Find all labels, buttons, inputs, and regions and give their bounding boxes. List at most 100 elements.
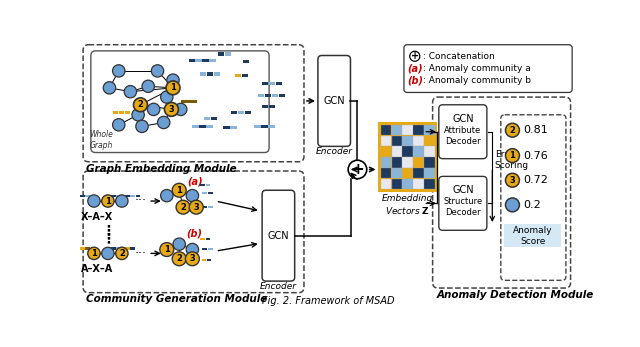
- Text: 0.81: 0.81: [524, 125, 548, 135]
- Bar: [125, 247, 129, 249]
- Bar: [204, 117, 210, 120]
- Bar: [381, 168, 391, 178]
- Bar: [424, 168, 435, 178]
- Circle shape: [132, 109, 145, 121]
- Bar: [131, 195, 135, 197]
- Text: Structure
Decoder: Structure Decoder: [444, 197, 483, 217]
- Circle shape: [124, 85, 136, 98]
- Bar: [218, 52, 224, 56]
- Bar: [207, 73, 213, 76]
- Bar: [200, 184, 205, 186]
- FancyBboxPatch shape: [318, 56, 351, 146]
- Bar: [269, 82, 275, 85]
- Text: +: +: [351, 162, 364, 177]
- Circle shape: [113, 65, 125, 77]
- Bar: [199, 125, 205, 128]
- Circle shape: [161, 189, 173, 202]
- Bar: [131, 247, 135, 249]
- Circle shape: [160, 243, 174, 256]
- Bar: [202, 192, 207, 194]
- Bar: [413, 168, 424, 178]
- Bar: [504, 224, 561, 247]
- Bar: [195, 59, 202, 62]
- Bar: [381, 157, 391, 168]
- Text: ⋮: ⋮: [101, 223, 115, 237]
- Bar: [413, 179, 424, 189]
- Circle shape: [134, 98, 147, 112]
- Text: 3: 3: [189, 254, 195, 263]
- Bar: [403, 157, 413, 168]
- Circle shape: [116, 195, 128, 207]
- Bar: [231, 111, 237, 114]
- Bar: [208, 248, 212, 250]
- Bar: [403, 168, 413, 178]
- Bar: [276, 82, 282, 85]
- Bar: [207, 259, 211, 261]
- Text: 2: 2: [138, 100, 143, 109]
- Text: A–X–A: A–X–A: [81, 264, 113, 274]
- Circle shape: [157, 116, 170, 129]
- Text: 2: 2: [509, 126, 515, 135]
- Bar: [378, 122, 437, 192]
- Text: 3: 3: [193, 203, 199, 212]
- Text: 1: 1: [170, 83, 176, 92]
- Bar: [211, 117, 217, 120]
- Circle shape: [189, 200, 204, 214]
- Circle shape: [102, 247, 114, 260]
- Circle shape: [506, 198, 520, 212]
- Bar: [262, 82, 268, 85]
- Bar: [381, 179, 391, 189]
- Bar: [208, 192, 212, 194]
- Text: ···: ···: [134, 247, 147, 260]
- Bar: [262, 105, 268, 108]
- Bar: [245, 111, 252, 114]
- Bar: [119, 111, 124, 113]
- Text: Embedding
Vectors $\mathbf{Z}$: Embedding Vectors $\mathbf{Z}$: [382, 194, 433, 216]
- Text: 2: 2: [119, 249, 125, 258]
- Bar: [413, 146, 424, 157]
- Circle shape: [186, 243, 198, 256]
- Bar: [392, 136, 402, 146]
- Bar: [403, 146, 413, 157]
- Circle shape: [186, 252, 199, 266]
- Circle shape: [410, 51, 420, 61]
- FancyBboxPatch shape: [439, 105, 487, 159]
- Bar: [80, 247, 84, 249]
- Circle shape: [173, 238, 186, 250]
- Circle shape: [103, 82, 116, 94]
- Bar: [424, 179, 435, 189]
- Bar: [80, 195, 84, 197]
- Bar: [392, 168, 402, 178]
- Bar: [413, 136, 424, 146]
- Bar: [206, 125, 212, 128]
- Text: ···: ···: [134, 195, 147, 208]
- Text: Whole
Graph: Whole Graph: [90, 130, 114, 150]
- Bar: [403, 125, 413, 135]
- Bar: [116, 247, 121, 249]
- Text: (a): (a): [407, 64, 422, 74]
- Bar: [113, 111, 118, 113]
- Bar: [381, 136, 391, 146]
- Bar: [272, 94, 278, 97]
- Bar: [125, 195, 129, 197]
- Text: 0.72: 0.72: [524, 175, 548, 185]
- Bar: [381, 146, 391, 157]
- Circle shape: [167, 74, 179, 86]
- Circle shape: [164, 102, 179, 116]
- Bar: [392, 146, 402, 157]
- Circle shape: [172, 183, 186, 197]
- Bar: [85, 247, 90, 249]
- Text: GCN: GCN: [452, 113, 474, 124]
- Bar: [200, 238, 205, 240]
- Bar: [91, 247, 95, 249]
- Text: 3: 3: [168, 105, 174, 114]
- Bar: [200, 73, 206, 76]
- Circle shape: [88, 247, 100, 260]
- Bar: [268, 125, 275, 128]
- Text: Community Generation Module: Community Generation Module: [86, 294, 268, 304]
- Bar: [205, 238, 210, 240]
- Bar: [243, 60, 249, 63]
- Circle shape: [161, 91, 173, 103]
- Text: Encoder: Encoder: [260, 282, 297, 291]
- Circle shape: [113, 119, 125, 131]
